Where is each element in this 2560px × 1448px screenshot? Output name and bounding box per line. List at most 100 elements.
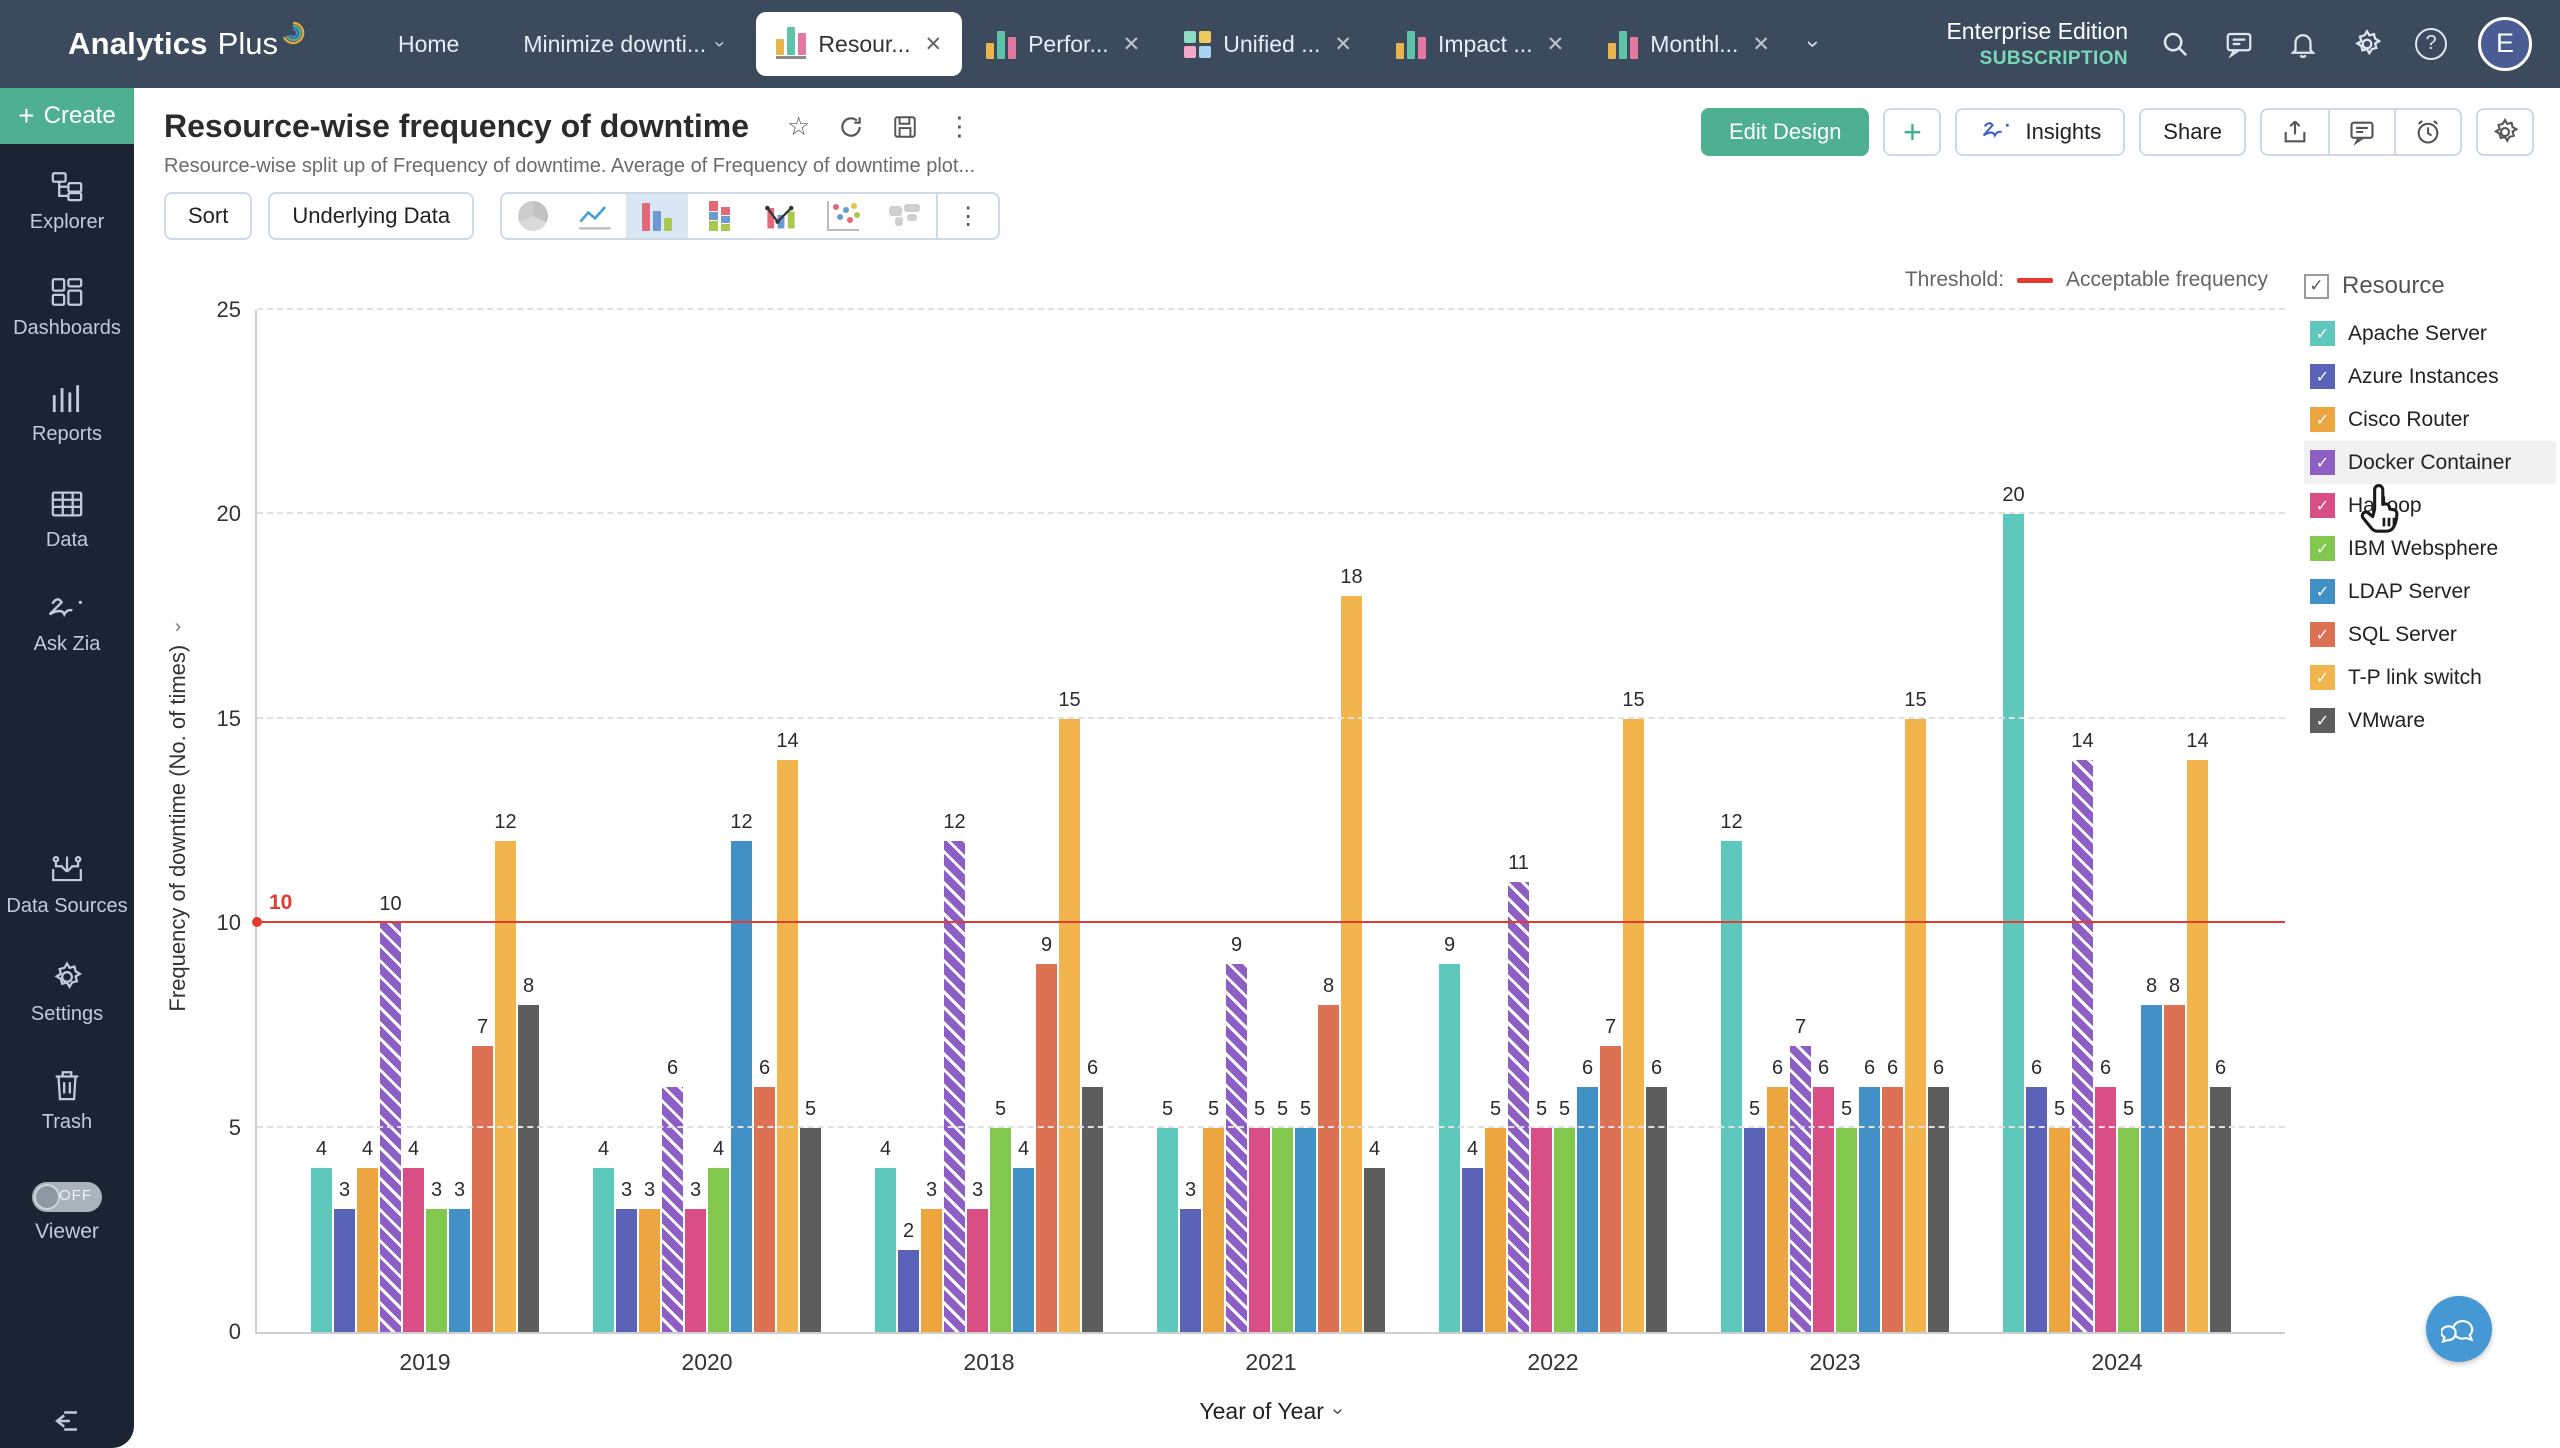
comments-icon[interactable]: [2328, 110, 2394, 154]
bar-azure-instances-2024[interactable]: 6: [2026, 1057, 2047, 1332]
bar-apache-server-2024[interactable]: 20: [2002, 484, 2025, 1332]
sort-button[interactable]: Sort: [164, 192, 253, 240]
bar-t-p-link-switch-2020[interactable]: 14: [776, 730, 799, 1332]
bar-sql-server-2019[interactable]: 7: [472, 1016, 493, 1332]
legend-item-docker-container[interactable]: ✓ Docker Container: [2304, 441, 2556, 484]
underlying-data-button[interactable]: Underlying Data: [268, 192, 475, 240]
chat-support-fab[interactable]: [2426, 1296, 2492, 1362]
bar-vmware-2023[interactable]: 6: [1928, 1057, 1949, 1332]
bar-ibm-websphere-2018[interactable]: 5: [990, 1098, 1011, 1332]
y-axis-label[interactable]: Frequency of downtime (No. of times) ›: [165, 617, 191, 1012]
bar-docker-container-2022[interactable]: 11: [1508, 852, 1529, 1332]
settings-gear-icon[interactable]: [2350, 27, 2384, 61]
legend-select-all-checkbox[interactable]: ✓: [2304, 273, 2329, 299]
tab-close-icon[interactable]: ✕: [1752, 32, 1771, 56]
legend-header[interactable]: ✓ Resource: [2304, 272, 2556, 300]
sidebar-item-data[interactable]: Data: [46, 488, 88, 552]
bar-sql-server-2024[interactable]: 8: [2164, 975, 2185, 1332]
legend-item-t-p-link-switch[interactable]: ✓ T-P link switch: [2304, 656, 2556, 699]
bar-ldap-server-2018[interactable]: 4: [1013, 1138, 1034, 1332]
bar-sql-server-2021[interactable]: 8: [1318, 975, 1339, 1332]
bar-apache-server-2022[interactable]: 9: [1439, 934, 1460, 1332]
bar-sql-server-2018[interactable]: 9: [1036, 934, 1057, 1332]
bar-vmware-2022[interactable]: 6: [1646, 1057, 1667, 1332]
bar-cisco-router-2021[interactable]: 5: [1203, 1098, 1224, 1332]
bar-ldap-server-2020[interactable]: 12: [730, 811, 753, 1332]
bar-hadoop-2023[interactable]: 6: [1813, 1057, 1834, 1332]
legend-item-ldap-server[interactable]: ✓ LDAP Server: [2304, 570, 2556, 613]
sidebar-item-settings[interactable]: Settings: [31, 960, 103, 1026]
legend-checkbox-azure-instances[interactable]: ✓: [2310, 364, 2335, 389]
bar-ldap-server-2024[interactable]: 8: [2141, 975, 2162, 1332]
bar-apache-server-2019[interactable]: 4: [311, 1138, 332, 1332]
bar-hadoop-2020[interactable]: 3: [685, 1179, 706, 1332]
legend-item-vmware[interactable]: ✓ VMware: [2304, 699, 2556, 742]
legend-item-sql-server[interactable]: ✓ SQL Server: [2304, 613, 2556, 656]
bar-hadoop-2024[interactable]: 6: [2095, 1057, 2116, 1332]
bar-ibm-websphere-2024[interactable]: 5: [2118, 1098, 2139, 1332]
bar-azure-instances-2021[interactable]: 3: [1180, 1179, 1201, 1332]
bar-hadoop-2022[interactable]: 5: [1531, 1098, 1552, 1332]
bar-azure-instances-2020[interactable]: 3: [616, 1179, 637, 1332]
bar-vmware-2021[interactable]: 4: [1364, 1138, 1385, 1332]
tab-impact[interactable]: Impact ... ✕: [1376, 12, 1584, 76]
search-icon[interactable]: [2158, 27, 2192, 61]
legend-item-apache-server[interactable]: ✓ Apache Server: [2304, 312, 2556, 355]
bar-chart-type-icon[interactable]: [626, 194, 689, 238]
sidebar-item-dashboards[interactable]: Dashboards: [13, 276, 121, 340]
tab-monthl[interactable]: Monthl... ✕: [1588, 12, 1790, 76]
bar-t-p-link-switch-2024[interactable]: 14: [2186, 730, 2209, 1332]
bar-ibm-websphere-2023[interactable]: 5: [1836, 1098, 1857, 1332]
bar-sql-server-2023[interactable]: 6: [1882, 1057, 1903, 1332]
bar-docker-container-2024[interactable]: 14: [2071, 730, 2094, 1332]
legend-item-hadoop[interactable]: ✓Hadoop: [2304, 484, 2556, 527]
bar-ldap-server-2021[interactable]: 5: [1295, 1098, 1316, 1332]
help-icon[interactable]: ?: [2414, 27, 2448, 61]
bar-hadoop-2021[interactable]: 5: [1249, 1098, 1270, 1332]
create-button[interactable]: + Create: [0, 88, 134, 144]
bar-docker-container-2018[interactable]: 12: [943, 811, 966, 1332]
bar-apache-server-2020[interactable]: 4: [593, 1138, 614, 1332]
nav-home[interactable]: Home: [397, 30, 460, 57]
edit-design-button[interactable]: Edit Design: [1700, 108, 1870, 156]
tabs-overflow-chevron-icon[interactable]: ›: [1801, 40, 1827, 48]
bar-sql-server-2022[interactable]: 7: [1600, 1016, 1621, 1332]
tab-close-icon[interactable]: ✕: [1546, 32, 1565, 56]
bar-docker-container-2023[interactable]: 7: [1790, 1016, 1811, 1332]
bar-docker-container-2021[interactable]: 9: [1226, 934, 1247, 1332]
legend-checkbox-ldap-server[interactable]: ✓: [2310, 579, 2335, 604]
viewer-toggle[interactable]: OFF: [32, 1182, 102, 1212]
bar-ldap-server-2019[interactable]: 3: [449, 1179, 470, 1332]
bar-cisco-router-2020[interactable]: 3: [639, 1179, 660, 1332]
stacked-bar-chart-type-icon[interactable]: [688, 194, 750, 238]
line-chart-type-icon[interactable]: [564, 194, 626, 238]
export-icon[interactable]: [2262, 110, 2328, 154]
bar-cisco-router-2019[interactable]: 4: [357, 1138, 378, 1332]
bar-t-p-link-switch-2018[interactable]: 15: [1058, 689, 1081, 1332]
x-axis-label[interactable]: Year of Year ›: [255, 1398, 2285, 1425]
sidebar-item-ask-zia[interactable]: Ask Zia: [34, 594, 100, 656]
more-chart-types-kebab-icon[interactable]: ⋮: [936, 194, 998, 238]
legend-checkbox-vmware[interactable]: ✓: [2310, 708, 2335, 733]
combo-chart-type-icon[interactable]: [750, 194, 812, 238]
map-chart-type-icon[interactable]: [874, 194, 936, 238]
bar-azure-instances-2019[interactable]: 3: [334, 1179, 355, 1332]
bar-apache-server-2023[interactable]: 12: [1720, 811, 1743, 1332]
bar-azure-instances-2022[interactable]: 4: [1462, 1138, 1483, 1332]
bar-ldap-server-2023[interactable]: 6: [1859, 1057, 1880, 1332]
feedback-icon[interactable]: [2222, 27, 2256, 61]
bar-t-p-link-switch-2021[interactable]: 18: [1340, 566, 1363, 1332]
legend-checkbox-cisco-router[interactable]: ✓: [2310, 407, 2335, 432]
tab-close-icon[interactable]: ✕: [1334, 32, 1352, 56]
share-button[interactable]: Share: [2139, 108, 2246, 156]
notifications-bell-icon[interactable]: [2286, 27, 2320, 61]
bar-vmware-2020[interactable]: 5: [800, 1098, 821, 1332]
sidebar-item-trash[interactable]: Trash: [42, 1068, 92, 1134]
bar-azure-instances-2018[interactable]: 2: [898, 1220, 919, 1332]
alerts-alarm-icon[interactable]: [2394, 110, 2460, 154]
legend-checkbox-t-p-link-switch[interactable]: ✓: [2310, 665, 2335, 690]
bar-vmware-2024[interactable]: 6: [2210, 1057, 2231, 1332]
sidebar-item-reports[interactable]: Reports: [32, 382, 102, 446]
bar-hadoop-2019[interactable]: 4: [403, 1138, 424, 1332]
legend-item-azure-instances[interactable]: ✓ Azure Instances: [2304, 355, 2556, 398]
